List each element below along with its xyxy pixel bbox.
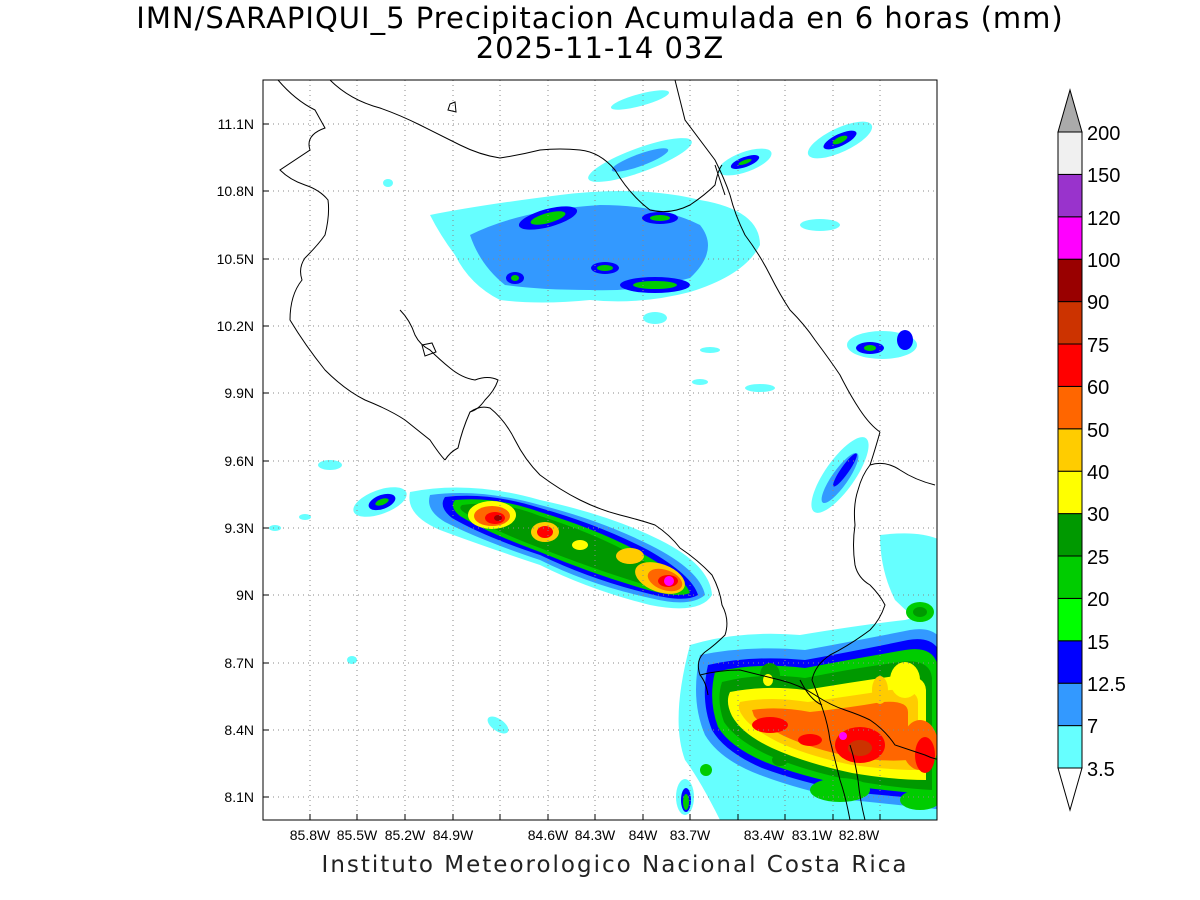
plot-area — [262, 79, 938, 821]
colorbar-label: 7 — [1087, 716, 1098, 738]
x-tick-label: 83.7W — [670, 827, 711, 843]
colorbar-label: 120 — [1087, 208, 1120, 230]
x-tick-label: 85.2W — [385, 827, 426, 843]
y-tick-label: 10.5N — [217, 251, 254, 267]
colorbar-swatch — [1057, 428, 1083, 472]
colorbar-swatch — [1057, 555, 1083, 599]
x-tick-label: 84.6W — [528, 827, 569, 843]
map-title: IMN/SARAPIQUI_5 Precipitacion Acumulada … — [136, 1, 1064, 35]
colorbar-label: 12.5 — [1087, 674, 1126, 696]
colorbar-swatch — [1057, 173, 1083, 218]
x-tick-label: 84W — [629, 827, 659, 843]
x-tick-label: 85.8W — [290, 827, 331, 843]
x-tick-label: 85.5W — [337, 827, 378, 843]
colorbar-swatch — [1057, 385, 1083, 430]
colorbar-swatch — [1057, 725, 1083, 769]
footer-credit: Instituto Meteorologico Nacional Costa R… — [321, 852, 909, 878]
colorbar-swatch — [1057, 470, 1083, 515]
y-tick-label: 8.4N — [224, 722, 254, 738]
y-tick-label: 10.8N — [217, 183, 254, 199]
x-tick-label: 84.3W — [575, 827, 616, 843]
colorbar-label: 200 — [1087, 123, 1120, 145]
colorbar-swatch — [1057, 513, 1083, 557]
colorbar-label: 40 — [1087, 462, 1109, 484]
colorbar-swatch — [1057, 216, 1083, 260]
y-tick-label: 10.2N — [217, 318, 254, 334]
colorbar-swatch — [1057, 301, 1083, 345]
colorbar-label: 30 — [1087, 504, 1109, 526]
colorbar-max-arrow — [1057, 88, 1083, 133]
x-tick-label: 83.1W — [792, 827, 833, 843]
x-axis-labels: 85.8W 85.5W 85.2W 84.9W 84.6W 84.3W 84W … — [290, 827, 880, 843]
colorbar-swatch — [1057, 682, 1083, 727]
colorbar-label: 60 — [1087, 377, 1109, 399]
y-axis-labels: 11.1N 10.8N 10.5N 10.2N 9.9N 9.6N 9.3N 9… — [217, 116, 254, 805]
axis-ticks — [263, 123, 881, 820]
y-tick-label: 9.6N — [224, 453, 254, 469]
colorbar-label: 150 — [1087, 165, 1120, 187]
colorbar-swatch — [1057, 258, 1083, 303]
y-tick-label: 9.9N — [224, 385, 254, 401]
grid-lines — [263, 80, 937, 820]
colorbar-swatch — [1057, 131, 1083, 175]
colorbar-legend: 200 150 120 100 90 75 60 50 40 30 25 20 … — [1057, 88, 1126, 812]
y-tick-label: 9N — [236, 587, 254, 603]
colorbar-label: 100 — [1087, 250, 1120, 272]
y-tick-label: 8.1N — [224, 789, 254, 805]
map-valid-time: 2025-11-14 03Z — [475, 31, 725, 65]
colorbar-swatch — [1057, 640, 1083, 684]
colorbar-swatch — [1057, 597, 1083, 642]
x-tick-label: 83.4W — [744, 827, 785, 843]
colorbar-label: 25 — [1087, 547, 1109, 569]
x-tick-label: 82.8W — [839, 827, 880, 843]
y-tick-label: 8.7N — [224, 655, 254, 671]
precip-shading — [269, 90, 937, 820]
colorbar-label: 3.5 — [1087, 759, 1115, 781]
coastlines-borders — [277, 80, 937, 820]
colorbar-label: 50 — [1087, 420, 1109, 442]
colorbar-label: 20 — [1087, 589, 1109, 611]
colorbar-min-arrow — [1057, 767, 1083, 812]
colorbar-label: 75 — [1087, 335, 1109, 357]
x-tick-label: 84.9W — [433, 827, 474, 843]
y-tick-label: 9.3N — [224, 520, 254, 536]
colorbar-label: 90 — [1087, 292, 1109, 314]
colorbar-swatch — [1057, 343, 1083, 387]
y-tick-label: 11.1N — [218, 116, 254, 132]
colorbar-label: 15 — [1087, 632, 1109, 654]
